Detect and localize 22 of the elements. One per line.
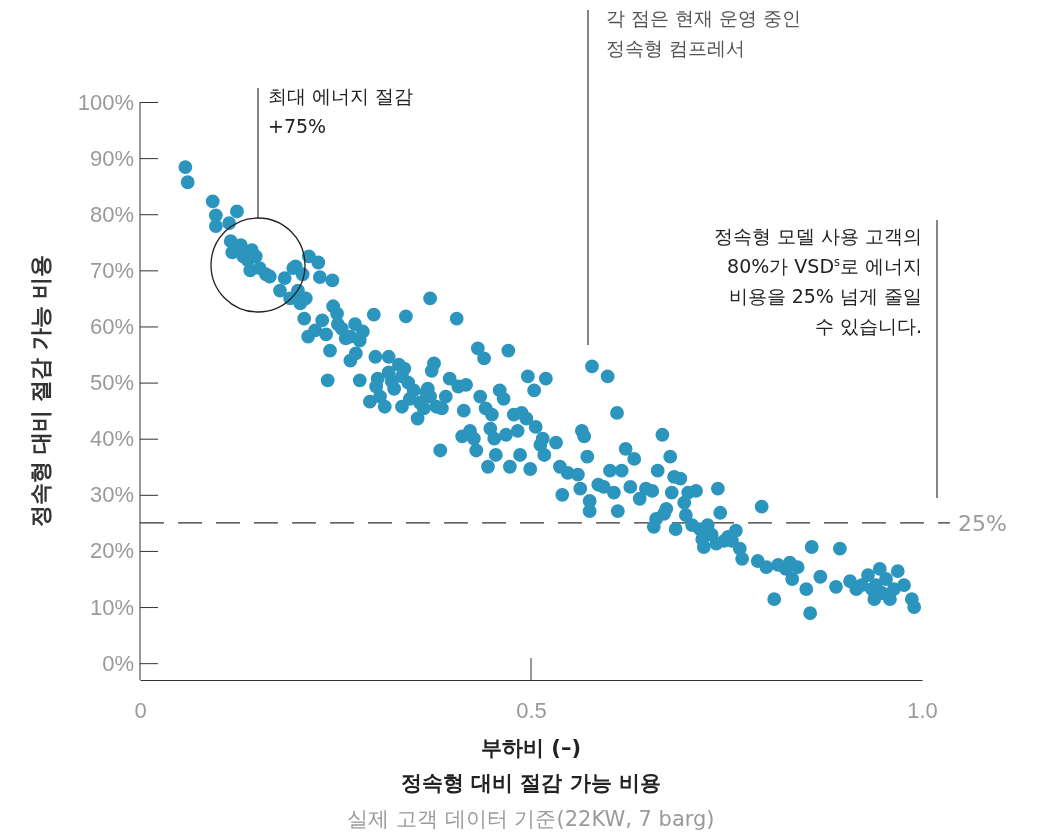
text: 정속형 대비 절감 가능 비용 xyxy=(400,771,662,795)
y-tick-label: 40% xyxy=(89,426,134,452)
y-tick-label: 80% xyxy=(89,201,134,227)
y-tick-label: 60% xyxy=(89,314,134,340)
x-tick-label: 1.0 xyxy=(907,697,938,723)
y-tick-label: 20% xyxy=(89,538,134,564)
text: 실제 고객 데이터 기준(22KW, 7 barg) xyxy=(347,807,715,831)
x-tick-label: 0 xyxy=(134,697,147,723)
ref-line-label: 25% xyxy=(958,510,1007,536)
y-tick-label: 100% xyxy=(77,89,134,115)
annotation: 최대 에너지 절감 +75% xyxy=(268,85,414,137)
y-axis-title: 정속형 대비 절감 가능 비용 xyxy=(28,254,53,528)
x-tick-label: 0.5 xyxy=(516,697,547,723)
x-axis-title: 부하비 (–) xyxy=(480,736,582,760)
y-tick-label: 30% xyxy=(89,482,134,508)
annotation: 정속형 모델 사용 고객의 80%가 VSD$^{s}$로 에너지 비용을 25% 넘게 줄일 수 있습니다. xyxy=(713,225,922,337)
y-tick-label: 0% xyxy=(102,650,134,676)
y-tick-label: 10% xyxy=(89,594,134,620)
y-tick-label: 50% xyxy=(89,370,134,396)
y-tick-label: 90% xyxy=(89,145,134,171)
y-tick-label: 70% xyxy=(89,257,134,283)
text: 각 점은 현재 운영 중인 정속형 컴프레서 xyxy=(606,7,802,59)
